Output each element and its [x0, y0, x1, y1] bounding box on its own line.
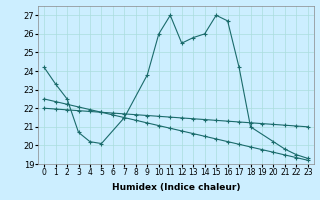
X-axis label: Humidex (Indice chaleur): Humidex (Indice chaleur) [112, 183, 240, 192]
